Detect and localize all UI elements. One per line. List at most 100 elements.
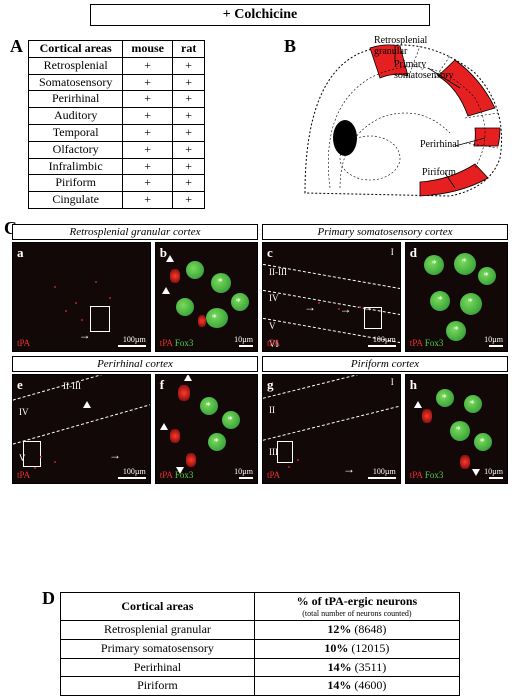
pct: 10% xyxy=(324,641,348,655)
scale-100: 100µm xyxy=(373,467,396,476)
cell: Olfactory xyxy=(29,141,123,158)
thD-pct-sub: (total number of neurons counted) xyxy=(263,609,451,618)
layer-IV: IV xyxy=(19,407,29,417)
diag-label-piri: Piriform xyxy=(422,168,456,179)
pct: 12% xyxy=(327,622,351,636)
sub-d: d xyxy=(410,245,417,261)
cell: + xyxy=(123,124,173,141)
n: (3511) xyxy=(355,660,387,674)
cell: Retrosplenial xyxy=(29,57,123,74)
scale-10: 10µm xyxy=(484,467,503,476)
cell: + xyxy=(123,158,173,175)
micrograph-c: c I II-III IV V VI →→→ tPA 100µm xyxy=(262,242,401,352)
ch-tpa: tPA xyxy=(267,338,280,348)
cell: + xyxy=(123,57,173,74)
micrograph-d: d *** *** tPAFox3 10µm xyxy=(405,242,508,352)
panel-label-a: A xyxy=(10,36,23,57)
ch-fox3: Fox3 xyxy=(175,470,194,480)
cell: + xyxy=(173,141,205,158)
cell: Retrosplenial granular xyxy=(61,620,255,639)
cell: + xyxy=(173,124,205,141)
scale-10: 10µm xyxy=(484,335,503,344)
n: (8648) xyxy=(354,622,386,636)
cell: + xyxy=(123,108,173,125)
n: (12015) xyxy=(351,641,389,655)
ch-tpa: tPA xyxy=(410,470,423,480)
cell: + xyxy=(123,192,173,209)
cell: 14% (3511) xyxy=(254,658,459,677)
panel-c: Retrosplenial granular cortex Primary so… xyxy=(12,224,508,484)
layer-II: II xyxy=(269,405,275,415)
pct: 14% xyxy=(327,678,351,692)
ch-fox3: Fox3 xyxy=(425,470,444,480)
subtitle-prim: Primary somatosensory cortex xyxy=(262,224,508,240)
cell: Somatosensory xyxy=(29,74,123,91)
sub-a: a xyxy=(17,245,24,261)
layer-V: V xyxy=(269,321,276,331)
layer-II-III: II-III xyxy=(269,267,287,277)
micrograph-e: e II-III IV V → tPA 100µm xyxy=(12,374,151,484)
cell: Infralimbic xyxy=(29,158,123,175)
cell: Piriform xyxy=(61,677,255,696)
diag-label-peri: Perirhinal xyxy=(420,140,459,151)
n: (4600) xyxy=(354,678,386,692)
ch-fox3: Fox3 xyxy=(425,338,444,348)
layer-I: I xyxy=(391,377,394,387)
panel-label-d: D xyxy=(42,588,55,609)
scale-10: 10µm xyxy=(234,335,253,344)
sub-h: h xyxy=(410,377,417,393)
cell: + xyxy=(123,175,173,192)
ch-fox3: Fox3 xyxy=(175,338,194,348)
scale-100: 100µm xyxy=(123,467,146,476)
ch-tpa: tPA xyxy=(267,470,280,480)
cell: + xyxy=(123,74,173,91)
table-a: Cortical areas mouse rat Retrosplenial++… xyxy=(28,40,205,209)
th-mouse: mouse xyxy=(123,41,173,58)
layer-IV: IV xyxy=(269,293,279,303)
thD-area: Cortical areas xyxy=(61,593,255,621)
cell: Temporal xyxy=(29,124,123,141)
cell: Piriform xyxy=(29,175,123,192)
th-rat: rat xyxy=(173,41,205,58)
cell: 14% (4600) xyxy=(254,677,459,696)
panel-label-b: B xyxy=(284,36,296,57)
ch-tpa: tPA xyxy=(17,470,30,480)
cell: Perirhinal xyxy=(29,91,123,108)
cell: 10% (12015) xyxy=(254,639,459,658)
subtitle-peri: Perirhinal cortex xyxy=(12,356,258,372)
micrograph-a: a → tPA 100µm xyxy=(12,242,151,352)
subtitle-piri: Piriform cortex xyxy=(262,356,508,372)
sub-c: c xyxy=(267,245,273,261)
cell: Auditory xyxy=(29,108,123,125)
micrograph-f: f *** tPAFox3 10µm xyxy=(155,374,258,484)
cell: + xyxy=(173,57,205,74)
th-area: Cortical areas xyxy=(29,41,123,58)
scale-100: 100µm xyxy=(373,335,396,344)
scale-100: 100µm xyxy=(123,335,146,344)
cell: Perirhinal xyxy=(61,658,255,677)
sub-e: e xyxy=(17,377,23,393)
diag-label-retro: Retrosplenial granular xyxy=(374,36,427,57)
micrograph-h: h **** tPAFox3 10µm xyxy=(405,374,508,484)
sub-f: f xyxy=(160,377,164,393)
thD-pct-main: % of tPA-ergic neurons xyxy=(297,594,418,608)
cell: Cingulate xyxy=(29,192,123,209)
table-d: Cortical areas % of tPA-ergic neurons (t… xyxy=(60,592,460,696)
cell: Primary somatosensory xyxy=(61,639,255,658)
subtitle-retro: Retrosplenial granular cortex xyxy=(12,224,258,240)
cell: + xyxy=(173,158,205,175)
brain-diagram: Retrosplenial granular Primary somatosen… xyxy=(300,38,510,198)
ch-tpa: tPA xyxy=(410,338,423,348)
cell: + xyxy=(123,91,173,108)
cell: + xyxy=(173,74,205,91)
cell: + xyxy=(173,192,205,209)
layer-I: I xyxy=(391,247,394,257)
cell: + xyxy=(173,108,205,125)
micrograph-b: b *** tPAFox3 10µm xyxy=(155,242,258,352)
micrograph-g: g I II III → tPA 100µm xyxy=(262,374,401,484)
diag-label-prim: Primary somatosensory xyxy=(394,60,453,81)
cell: + xyxy=(123,141,173,158)
pct: 14% xyxy=(328,660,352,674)
scale-10: 10µm xyxy=(234,467,253,476)
cell: 12% (8648) xyxy=(254,620,459,639)
